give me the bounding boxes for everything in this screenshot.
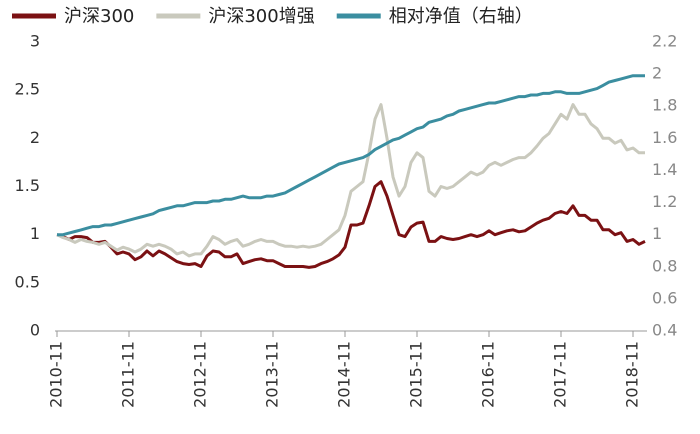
x-tick-label: 2018-11 (623, 341, 642, 408)
x-tick-label: 2016-11 (479, 341, 498, 408)
line-series (56, 103, 645, 258)
y-tick-label: 2 (30, 128, 40, 147)
legend-label: 沪深300 (64, 6, 134, 27)
y2-tick-label: 1 (652, 224, 662, 243)
y-tick-label: 0 (30, 321, 40, 340)
y-tick-label: 3 (30, 32, 40, 51)
y2-tick-label: 1.6 (652, 128, 677, 147)
x-tick-label: 2012-11 (191, 341, 210, 408)
y2-tick-label: 1.4 (652, 160, 677, 179)
y2-tick-label: 2 (652, 64, 662, 83)
line-series (57, 74, 645, 237)
legend-label: 相对净值（右轴） (389, 6, 533, 27)
x-tick-label: 2013-11 (263, 341, 282, 408)
y2-tick-label: 0.8 (652, 256, 677, 275)
y-tick-label: 1.5 (15, 176, 40, 195)
x-tick-label: 2010-11 (47, 341, 66, 408)
y2-tick-label: 1.2 (652, 192, 677, 211)
y2-tick-label: 1.8 (652, 96, 677, 115)
y2-tick-label: 0.6 (652, 288, 677, 307)
x-tick-label: 2017-11 (551, 341, 570, 408)
x-tick-label: 2014-11 (335, 341, 354, 408)
legend: 沪深300 沪深300增强 相对净值（右轴） (12, 6, 533, 27)
y-tick-label: 1 (30, 224, 40, 243)
y2-tick-label: 2.2 (652, 32, 677, 51)
y2-tick-label: 0.4 (652, 321, 677, 340)
legend-label: 沪深300增强 (208, 6, 314, 27)
y-tick-label: 2.5 (15, 80, 40, 99)
y-tick-label: 0.5 (15, 272, 40, 291)
x-tick-label: 2011-11 (119, 341, 138, 408)
x-tick-label: 2015-11 (407, 341, 426, 408)
line-series (56, 180, 646, 269)
